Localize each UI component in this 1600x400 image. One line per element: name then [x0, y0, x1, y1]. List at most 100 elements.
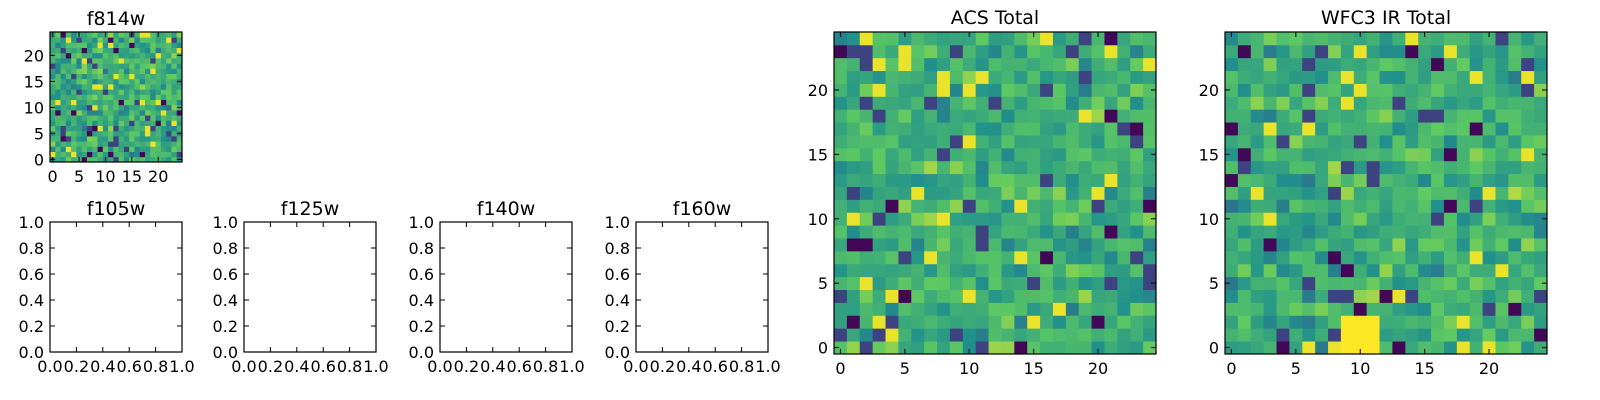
heatmap-cell	[1379, 199, 1393, 213]
x-tick-label: 1.0	[755, 357, 780, 376]
panel-f160w: f160w 0.0 0.2 0.4 0.6 0.8 1.00.00.20.40.60.81…	[605, 198, 781, 376]
heatmap-cell	[949, 186, 964, 200]
heatmap-cell	[50, 68, 56, 74]
heatmap-cell	[1052, 57, 1067, 72]
heatmap-cell	[123, 58, 130, 64]
heatmap-cell	[145, 156, 151, 163]
heatmap-cell	[171, 32, 178, 38]
heatmap-cell	[1482, 250, 1496, 265]
heatmap-cell	[872, 70, 886, 84]
heatmap-cell	[123, 94, 130, 100]
x-tick-label: 1.0	[559, 357, 584, 376]
heatmap-cell	[92, 32, 98, 38]
heatmap-cell	[1353, 238, 1368, 252]
heatmap-cell	[81, 130, 88, 137]
heatmap-cell	[1091, 96, 1105, 110]
heatmap-cell	[155, 58, 162, 64]
heatmap-cell	[885, 160, 899, 175]
heatmap-cell	[134, 94, 141, 100]
heatmap-cell	[65, 136, 72, 142]
heatmap-cell	[1379, 44, 1393, 59]
heatmap-cell	[1456, 122, 1471, 136]
heatmap-cell	[1315, 44, 1329, 59]
heatmap-cell	[949, 263, 964, 278]
heatmap-cell	[1392, 302, 1406, 316]
y-tick-label: 0.2	[213, 317, 238, 336]
heatmap-cell	[86, 37, 93, 43]
heatmap-cell	[1495, 135, 1509, 149]
heatmap-cell	[937, 238, 951, 252]
heatmap-cell	[1405, 199, 1419, 213]
heatmap-cell	[1495, 44, 1509, 59]
heatmap-cell	[1040, 147, 1054, 162]
heatmap-cell	[885, 70, 899, 84]
heatmap-cell	[1379, 315, 1393, 329]
heatmap-cell	[113, 32, 120, 38]
y-tick-label: 0.4	[605, 291, 630, 310]
heatmap-cell	[176, 115, 183, 121]
heatmap-cell	[108, 94, 114, 100]
heatmap-cell	[1263, 276, 1277, 290]
heatmap-cell	[108, 47, 114, 54]
heatmap-cell	[160, 42, 167, 48]
heatmap-cell	[150, 47, 156, 54]
heatmap-cell	[924, 263, 938, 278]
heatmap-cell	[76, 47, 83, 54]
heatmap-cell	[65, 156, 72, 163]
heatmap-cell	[71, 156, 77, 163]
heatmap-cell	[60, 130, 67, 137]
heatmap-cell	[1237, 276, 1252, 290]
heatmap-cell	[92, 104, 98, 111]
heatmap-cell	[1014, 186, 1028, 200]
heatmap-cell	[1469, 122, 1483, 136]
heatmap-cell	[1405, 135, 1419, 149]
heatmap-cell	[97, 110, 104, 116]
heatmap-cell	[1443, 328, 1458, 342]
heatmap-cell	[118, 94, 125, 100]
heatmap-cell	[1456, 109, 1471, 123]
heatmap-cell	[1263, 199, 1277, 213]
heatmap-cell	[1405, 186, 1419, 200]
heatmap-cell	[150, 84, 156, 90]
heatmap-cell	[1040, 109, 1054, 123]
heatmap-cell	[71, 120, 77, 126]
heatmap-cell	[150, 104, 156, 111]
heatmap-cell	[846, 328, 861, 342]
heatmap-cell	[1065, 57, 1080, 72]
heatmap-cell	[1263, 96, 1277, 110]
heatmap-cell	[1315, 83, 1329, 97]
heatmap-cell	[150, 120, 156, 126]
heatmap-cell	[1392, 315, 1406, 329]
y-tick-label: 15	[24, 72, 44, 91]
heatmap-cell	[1263, 212, 1277, 226]
heatmap-cell	[1366, 186, 1380, 200]
heatmap-cell	[1237, 96, 1252, 110]
heatmap-cell	[81, 47, 88, 54]
heatmap-cell	[1027, 263, 1041, 278]
heatmap-cell	[139, 120, 146, 126]
heatmap-cell	[71, 84, 77, 90]
heatmap-cell	[1443, 186, 1458, 200]
heatmap-cell	[1143, 250, 1157, 265]
heatmap-cell	[834, 57, 848, 72]
heatmap-cell	[834, 302, 848, 316]
heatmap-cell	[949, 328, 964, 342]
heatmap-cell	[1379, 135, 1393, 149]
heatmap-cell	[60, 146, 67, 152]
heatmap-cell	[1379, 96, 1393, 110]
heatmap-cell	[1456, 289, 1471, 303]
heatmap-cell	[834, 122, 848, 136]
heatmap-cell	[1353, 32, 1368, 46]
heatmap-cell	[160, 63, 167, 69]
heatmap-cell	[55, 84, 61, 90]
heatmap-cell	[134, 42, 141, 48]
heatmap-cell	[1340, 173, 1355, 187]
heatmap-cell	[1302, 212, 1316, 226]
heatmap-cell	[160, 94, 167, 100]
heatmap-cell	[1143, 109, 1157, 123]
heatmap-cell	[937, 122, 951, 136]
heatmap-cell	[1250, 147, 1265, 162]
heatmap-cell	[1534, 32, 1548, 46]
heatmap-cell	[1431, 263, 1445, 278]
heatmap-cell	[1353, 212, 1368, 226]
